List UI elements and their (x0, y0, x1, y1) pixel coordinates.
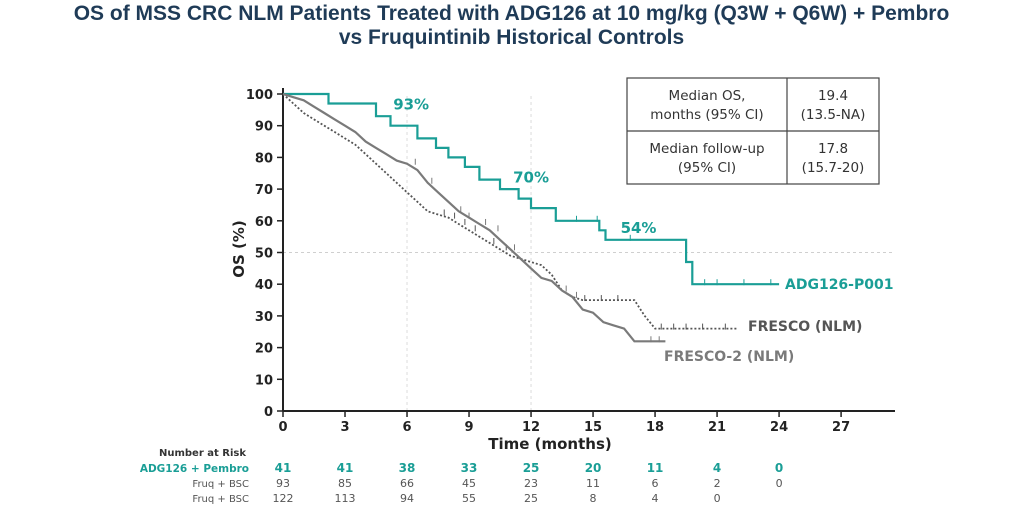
table-value-cell: 19.4 (818, 88, 848, 104)
x-axis-label: Time (months) (488, 435, 612, 453)
x-tick-label: 24 (770, 420, 788, 435)
risk-value: 0 (714, 492, 721, 505)
y-tick-label: 10 (255, 373, 273, 388)
y-tick-label: 30 (255, 310, 273, 325)
risk-value: 38 (399, 461, 416, 475)
risk-value: 0 (775, 461, 783, 475)
y-tick-label: 90 (255, 120, 273, 135)
risk-value: 45 (462, 477, 476, 490)
risk-table-title: Number at Risk (159, 448, 246, 459)
y-axis-label: OS (%) (230, 220, 248, 278)
table-header-cell: Median follow-up (649, 141, 764, 157)
risk-value: 2 (714, 477, 721, 490)
risk-row-label: ADG126 + Pembro (140, 463, 249, 475)
y-tick-label: 80 (255, 151, 273, 166)
x-tick-label: 3 (340, 420, 349, 435)
x-tick-label: 9 (465, 420, 474, 435)
risk-value: 23 (524, 477, 538, 490)
risk-value: 6 (652, 477, 659, 490)
chart-title: OS of MSS CRC NLM Patients Treated with … (0, 2, 1023, 50)
x-tick-label: 6 (402, 420, 411, 435)
x-tick-label: 12 (522, 420, 540, 435)
risk-value: 122 (273, 492, 294, 505)
risk-value: 20 (585, 461, 602, 475)
series-fresco-nlm (282, 93, 738, 330)
table-value-cell: 17.8 (818, 141, 848, 157)
y-tick-label: 0 (264, 405, 273, 420)
risk-value: 0 (776, 477, 783, 490)
y-tick-label: 100 (246, 88, 273, 103)
risk-value: 85 (338, 477, 352, 490)
series-fresco-2-nlm (282, 92, 666, 343)
y-tick-label: 20 (255, 342, 273, 357)
risk-value: 41 (275, 461, 292, 475)
risk-value: 25 (524, 492, 538, 505)
table-header-cell: Median OS, (669, 88, 746, 104)
risk-value: 33 (461, 461, 478, 475)
risk-value: 113 (335, 492, 356, 505)
risk-value: 11 (586, 477, 600, 490)
risk-value: 66 (400, 477, 414, 490)
x-tick-label: 21 (708, 420, 726, 435)
table-value-cell: (13.5-NA) (801, 107, 866, 123)
table-header-cell: months (95% CI) (650, 107, 763, 123)
data-label: 54% (621, 219, 657, 237)
risk-row-label: Fruq + BSC (192, 494, 249, 505)
y-tick-label: 60 (255, 215, 273, 230)
title-line-2: vs Fruquintinib Historical Controls (338, 26, 685, 49)
series-label: FRESCO (NLM) (748, 319, 862, 335)
x-tick-label: 27 (832, 420, 850, 435)
risk-value: 94 (400, 492, 414, 505)
x-tick-label: 0 (278, 420, 287, 435)
x-tick-label: 15 (584, 420, 602, 435)
y-tick-label: 50 (255, 247, 273, 262)
risk-row-label: Fruq + BSC (192, 479, 249, 490)
y-tick-label: 70 (255, 183, 273, 198)
risk-value: 4 (652, 492, 659, 505)
series-label: ADG126-P001 (785, 277, 893, 293)
risk-value: 25 (523, 461, 540, 475)
table-header-cell: (95% CI) (678, 160, 736, 176)
table-value-cell: (15.7-20) (802, 160, 865, 176)
x-tick-label: 18 (646, 420, 664, 435)
title-line-1: OS of MSS CRC NLM Patients Treated with … (73, 2, 950, 25)
risk-value: 93 (276, 477, 290, 490)
risk-value: 4 (713, 461, 721, 475)
risk-value: 11 (647, 461, 664, 475)
data-label: 70% (513, 168, 549, 186)
data-label: 93% (393, 96, 429, 114)
risk-value: 55 (462, 492, 476, 505)
series-label: FRESCO-2 (NLM) (664, 349, 794, 365)
y-tick-label: 40 (255, 278, 273, 293)
risk-value: 8 (590, 492, 597, 505)
risk-value: 41 (337, 461, 354, 475)
series-adg126-p001 (283, 92, 780, 286)
